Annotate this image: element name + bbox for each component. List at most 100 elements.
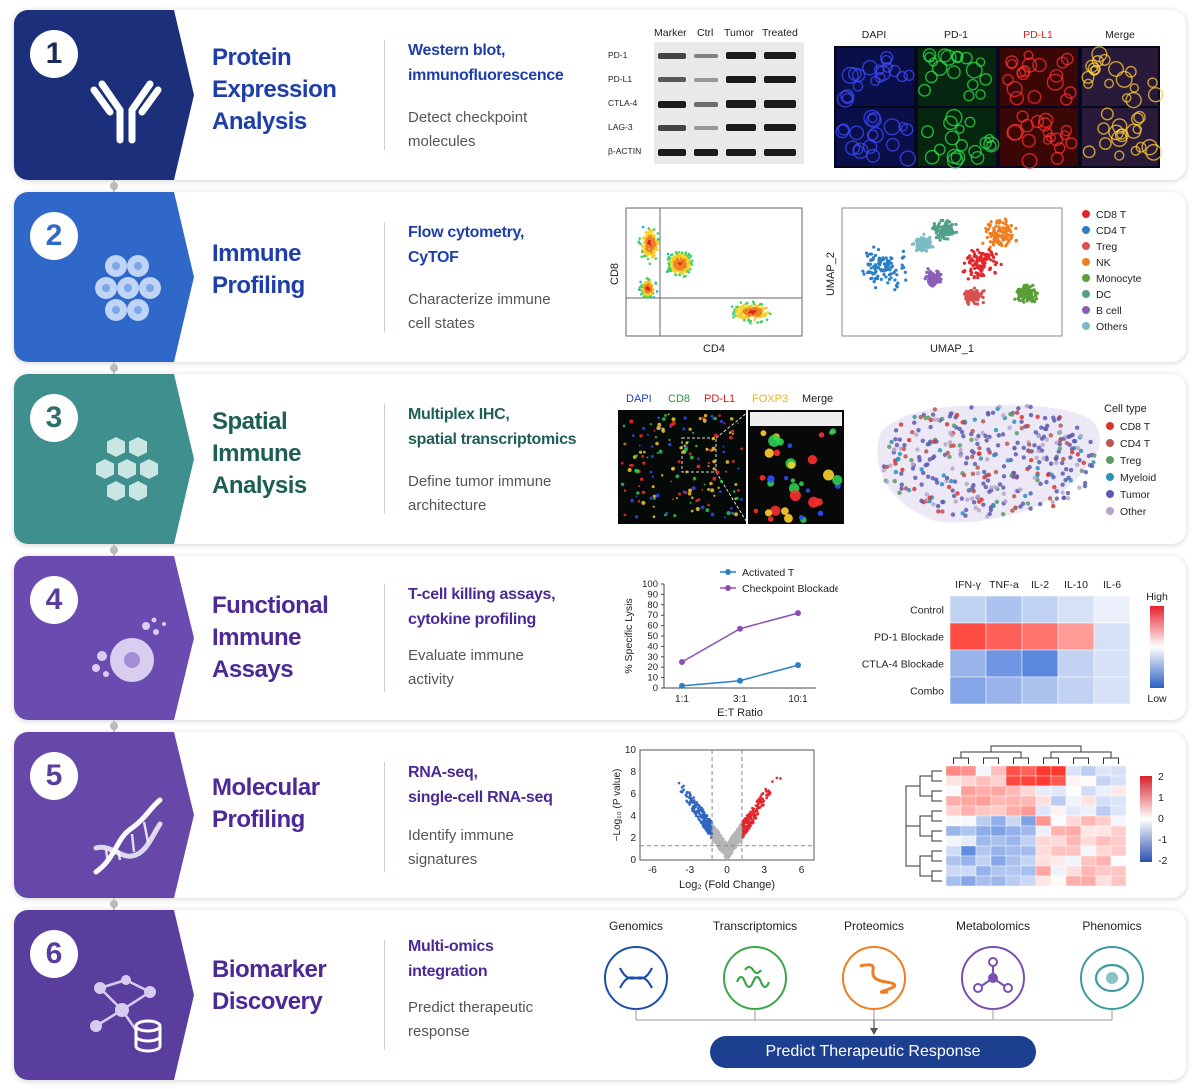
spatial-spot [980, 430, 985, 436]
legend-label: Others [1096, 321, 1128, 333]
heatmap-cell [1065, 785, 1082, 797]
spatial-spot [1064, 440, 1070, 446]
y-tick-label: 30 [647, 652, 658, 663]
mihc-signal [719, 419, 724, 424]
if-cell [1023, 50, 1034, 61]
step-description: Evaluate immune activity [408, 647, 524, 688]
flow-event [685, 259, 689, 262]
western-blot-panel: Marker Ctrl Tumor Treated PD-1 PD-L1 CTL… [608, 27, 804, 164]
volcano-point [726, 853, 730, 857]
flow-event [680, 253, 683, 257]
mihc-signal [700, 505, 705, 510]
volcano-point [706, 824, 710, 828]
umap-cell [924, 275, 928, 279]
mihc-signal [726, 511, 731, 516]
flow-event [648, 280, 652, 284]
heatmap-cell [990, 865, 1007, 877]
umap-cell [921, 241, 925, 245]
flow-event [656, 241, 659, 245]
spatial-spot [1078, 433, 1083, 439]
umap-cell [988, 224, 992, 228]
spatial-spot [993, 427, 999, 433]
if-cell [937, 48, 952, 63]
heatmap-cell [949, 595, 987, 624]
spatial-spot [974, 436, 979, 442]
umap-cell [986, 256, 991, 261]
heatmap-cell [1005, 765, 1022, 777]
flow-event [653, 241, 657, 244]
spatial-spot [906, 488, 912, 493]
umap-cell [1004, 233, 1009, 237]
heatmap-cell [1021, 595, 1059, 624]
spatial-spot [900, 467, 905, 472]
flow-event [674, 266, 677, 269]
mihc-signal [710, 488, 715, 493]
umap-cell [893, 278, 897, 282]
mihc-signal [712, 476, 717, 481]
if-cell [966, 78, 979, 91]
spatial-spot [930, 476, 935, 481]
volcano-point [724, 840, 727, 844]
heatmap-cell [945, 855, 962, 867]
mihc-signal [654, 436, 658, 439]
volcano-point [760, 804, 764, 807]
scale-tick-label: -2 [1158, 855, 1167, 867]
spatial-spot [932, 407, 938, 412]
connector-dot [110, 364, 118, 372]
heatmap-cell [990, 845, 1007, 857]
flow-cytometry-plot: CD4 CD8 [610, 207, 803, 355]
umap-cell [1025, 283, 1029, 287]
umap-cell [874, 276, 878, 280]
spatial-spot [957, 443, 963, 448]
umap-cell [1007, 227, 1012, 231]
divider [384, 40, 385, 150]
spatial-spot [1019, 419, 1024, 424]
flow-event [735, 305, 738, 309]
volcano-point [700, 816, 703, 819]
flow-event [650, 230, 654, 233]
volcano-point [695, 800, 698, 804]
spatial-spot [1001, 413, 1006, 418]
umap-cell [948, 220, 952, 224]
mihc-signal [710, 414, 714, 418]
spatial-spot [1083, 469, 1089, 475]
umap-cell [979, 291, 984, 296]
spatial-spot [945, 450, 950, 456]
volcano-point [758, 797, 762, 800]
mihc-signal [638, 444, 641, 447]
spatial-spot [897, 437, 903, 442]
umap-cell [978, 255, 982, 259]
if-cell [1065, 137, 1078, 150]
flow-event [666, 258, 670, 261]
mihc-signal [707, 503, 710, 507]
mihc-signal [717, 434, 720, 437]
spatial-spot [881, 464, 887, 469]
heatmap-cell [1035, 835, 1052, 847]
legend-label: Monocyte [1096, 273, 1142, 285]
spatial-spot [1068, 467, 1074, 473]
mihc-signal [638, 450, 643, 454]
spatial-spot [913, 432, 919, 437]
heatmap-cell [1020, 835, 1037, 847]
spatial-spot [940, 499, 945, 505]
heatmap-cell [1050, 825, 1067, 837]
mihc-signal [622, 424, 626, 428]
spatial-spot [1057, 446, 1063, 451]
spatial-spot [969, 437, 974, 442]
flow-event [666, 252, 670, 256]
umap-cell [878, 263, 882, 267]
flow-event [646, 257, 650, 261]
series-line [681, 612, 799, 663]
flow-event [681, 267, 685, 270]
flow-event [676, 258, 680, 262]
heatmap-cell [1080, 865, 1097, 877]
mihc-zoom-signal [807, 455, 818, 465]
umap-cell [869, 266, 873, 270]
spatial-spot [1054, 489, 1059, 494]
volcano-point [738, 836, 741, 839]
mihc-signal [705, 508, 710, 513]
spatial-spot [931, 502, 936, 507]
heatmap-cell [1095, 835, 1112, 847]
x-axis-label: Log₂ (Fold Change) [679, 879, 775, 891]
spatial-spot [994, 499, 1000, 505]
